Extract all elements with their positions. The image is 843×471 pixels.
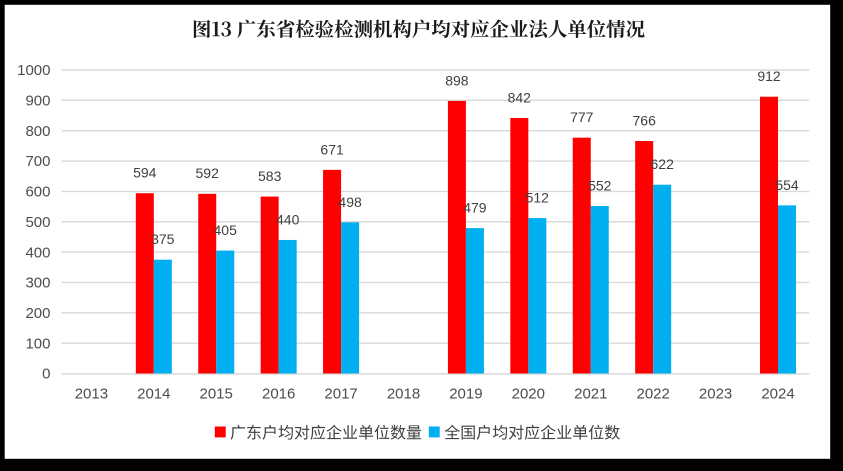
svg-text:100: 100 xyxy=(25,335,50,352)
svg-text:375: 375 xyxy=(151,231,175,247)
svg-text:594: 594 xyxy=(133,165,157,181)
svg-text:500: 500 xyxy=(25,214,50,231)
svg-text:440: 440 xyxy=(276,211,300,227)
svg-text:1000: 1000 xyxy=(17,62,50,79)
svg-text:200: 200 xyxy=(25,305,50,322)
svg-text:800: 800 xyxy=(25,123,50,140)
svg-text:2023: 2023 xyxy=(699,385,732,402)
svg-text:2020: 2020 xyxy=(512,385,545,402)
svg-text:898: 898 xyxy=(445,72,469,88)
svg-text:498: 498 xyxy=(338,194,362,210)
svg-text:0: 0 xyxy=(42,366,50,383)
svg-text:405: 405 xyxy=(214,222,238,238)
svg-text:552: 552 xyxy=(588,177,612,193)
svg-text:479: 479 xyxy=(463,200,487,216)
svg-text:400: 400 xyxy=(25,244,50,261)
svg-text:592: 592 xyxy=(196,165,220,181)
svg-text:554: 554 xyxy=(775,177,799,193)
svg-text:512: 512 xyxy=(526,190,550,206)
svg-text:2017: 2017 xyxy=(324,385,357,402)
svg-text:2014: 2014 xyxy=(137,385,170,402)
svg-text:583: 583 xyxy=(258,168,282,184)
svg-text:622: 622 xyxy=(651,156,675,172)
svg-text:900: 900 xyxy=(25,93,50,110)
svg-text:777: 777 xyxy=(570,109,594,125)
svg-text:2018: 2018 xyxy=(387,385,420,402)
svg-text:2024: 2024 xyxy=(761,385,794,402)
svg-text:842: 842 xyxy=(508,89,532,105)
svg-text:2015: 2015 xyxy=(200,385,233,402)
svg-text:300: 300 xyxy=(25,275,50,292)
svg-text:671: 671 xyxy=(320,141,344,157)
svg-text:2019: 2019 xyxy=(449,385,482,402)
svg-text:2022: 2022 xyxy=(637,385,670,402)
svg-text:2013: 2013 xyxy=(75,385,108,402)
svg-text:600: 600 xyxy=(25,184,50,201)
svg-text:700: 700 xyxy=(25,153,50,170)
svg-text:2016: 2016 xyxy=(262,385,295,402)
svg-text:2021: 2021 xyxy=(574,385,607,402)
svg-text:912: 912 xyxy=(757,68,781,84)
svg-text:766: 766 xyxy=(633,112,657,128)
